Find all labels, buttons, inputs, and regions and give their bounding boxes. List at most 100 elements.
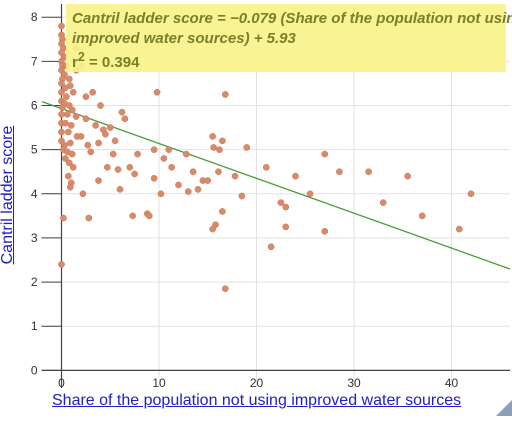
data-point [204,177,212,184]
y-tick-label: 1 [31,319,38,333]
y-tick-label: 2 [31,275,38,289]
data-point [150,146,158,154]
data-point [106,124,114,131]
data-point [58,128,65,136]
data-point [67,122,75,129]
data-point [175,181,182,189]
x-tick-label: 20 [250,376,264,390]
r-squared-value: = 0.394 [84,54,140,71]
data-point [103,163,111,171]
resize-handle-icon[interactable] [496,400,512,416]
data-point [189,168,197,176]
data-point [209,133,216,140]
data-point [82,93,90,101]
data-point [116,186,124,193]
data-point [60,214,67,222]
data-point [97,102,104,109]
data-point [150,174,158,182]
data-point [209,225,216,233]
x-axis-label[interactable]: Share of the population not using improv… [52,392,462,409]
y-axis-label[interactable]: Cantril ladder score [0,125,16,265]
y-tick-label: 8 [31,10,38,24]
r-squared-prefix: r [72,54,78,71]
x-tick-label: 10 [152,376,166,390]
data-point [215,168,222,176]
data-point [66,183,74,191]
data-point [118,108,126,116]
data-point [168,163,176,171]
data-point [231,172,239,180]
equation-box [66,4,506,72]
data-point [95,139,102,147]
data-point [219,208,226,215]
data-point [238,192,246,200]
data-point [87,148,95,156]
data-point [282,223,290,231]
data-point [216,146,223,154]
data-point [221,91,229,98]
data-point [64,128,72,136]
data-point [321,227,329,235]
data-point [92,122,99,129]
data-point [321,150,329,158]
data-point [336,168,343,176]
r-squared-sup: 2 [77,50,85,64]
data-point [277,199,285,206]
data-point [379,199,387,206]
data-point [145,212,153,220]
data-point [418,212,426,220]
y-tick-label: 0 [31,363,38,377]
x-tick-label: 30 [347,376,361,390]
y-tick-label: 5 [31,143,38,157]
data-point [160,155,168,162]
data-point [77,133,85,140]
data-point [184,188,192,195]
data-point [219,137,226,145]
data-point [221,285,229,293]
data-point [262,163,270,171]
data-point [114,166,122,173]
data-point [292,172,299,180]
equation-line-1: Cantril ladder score = −0.079 (Share of … [72,10,512,27]
data-point [62,119,69,127]
data-point [102,130,109,138]
y-tick-label: 4 [31,187,38,201]
data-point [59,104,66,112]
data-point [126,163,134,171]
data-point [69,163,77,171]
data-point [82,115,90,123]
y-tick-label: 6 [31,99,38,113]
data-point [467,190,475,198]
data-point [134,150,141,158]
data-point [79,190,87,198]
data-point [58,80,65,87]
data-point [111,137,119,145]
data-point [121,115,129,123]
data-point [455,225,463,233]
data-point [95,177,102,184]
data-point [131,170,138,178]
data-point [84,141,92,149]
data-point [182,150,190,158]
data-point [365,168,372,176]
data-point [58,88,65,96]
data-point [153,88,161,96]
data-point [306,190,314,198]
data-point [210,144,217,151]
x-tick-label: 0 [58,376,65,390]
data-point [64,172,72,180]
data-point [85,214,93,222]
data-point [282,203,290,211]
data-point [64,110,71,118]
trend-line [41,101,511,270]
data-point [109,150,117,158]
equation-line-2: improved water sources) + 5.93 [72,30,296,47]
data-point [267,243,275,251]
data-point [89,88,97,96]
y-tick-label: 7 [31,54,38,68]
data-point [68,150,76,158]
data-point [69,88,77,96]
data-point [243,144,251,151]
data-point [58,261,65,268]
